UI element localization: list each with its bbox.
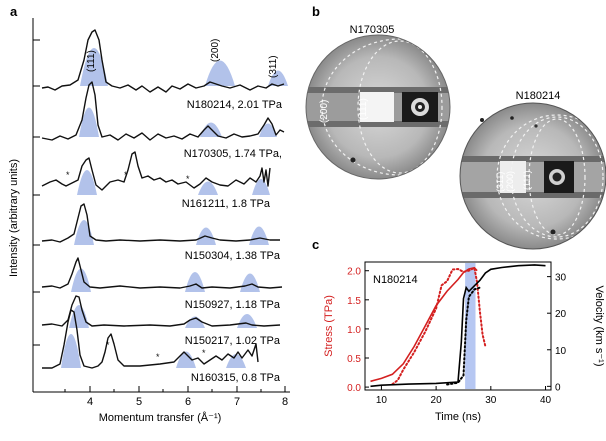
peak-asterisk-group: * * * * * * (66, 170, 206, 362)
panel-b-letter: b (312, 4, 320, 19)
panel-c-shot-label: N180214 (373, 274, 418, 286)
stress-tick-label: 1.0 (347, 325, 361, 336)
image1-title: N170305 (350, 24, 395, 36)
stress-tick-label: 2.0 (347, 267, 361, 278)
peak-shade (185, 272, 205, 292)
diffraction-image-n180214 (459, 102, 606, 250)
time-tick-label: 40 (540, 395, 552, 406)
velocity-tick-label: 30 (555, 273, 567, 284)
peak-shade (252, 179, 270, 195)
peak-shade (77, 170, 97, 195)
trace-label: N150217, 1.02 TPa (185, 335, 281, 347)
stress-tick-label: 0.0 (347, 383, 361, 394)
trace-N160315 (42, 309, 259, 369)
shock-time-band (465, 263, 476, 389)
panel-a-letter: a (10, 4, 18, 19)
asterisk-marker: * (202, 348, 206, 358)
trace-label: N150927, 1.18 TPa (185, 299, 281, 311)
time-tick-label: 10 (376, 395, 388, 406)
trace-label: N180214, 2.01 TPa (187, 99, 283, 111)
time-tick-label: 20 (431, 395, 443, 406)
peak-shade (69, 305, 89, 328)
x-tick-label: 4 (87, 396, 93, 408)
peak-311-shade (268, 70, 288, 86)
velocity-series-line-dotted (446, 286, 481, 386)
ring-label: (200) (505, 171, 515, 192)
panel-c-letter: c (312, 237, 319, 252)
trace-N170305 (41, 81, 285, 141)
velocity-series-line (370, 264, 546, 388)
ring-label: (311) (495, 172, 505, 192)
trace-N180214 (41, 29, 285, 93)
diffraction-image-n170305 (305, 34, 451, 180)
asterisk-marker: * (186, 174, 190, 184)
trace-label: N160315, 0.8 TPa (191, 372, 281, 384)
peak-shade (240, 273, 260, 292)
peak-shade (61, 334, 81, 368)
asterisk-marker: * (124, 170, 128, 180)
trace-N150217 (41, 295, 281, 327)
peak-shade (237, 314, 257, 328)
velocity-axis-label: Velocity (km s⁻¹) (593, 286, 605, 367)
velocity-tick-label: 10 (555, 346, 567, 357)
panel-a-ylabel: Intensity (arbitrary units) (8, 159, 20, 277)
x-tick-label: 7 (234, 396, 240, 408)
peak-shade (71, 268, 91, 292)
peak-shade (79, 107, 99, 137)
trace-N150304 (41, 203, 280, 243)
hkl-label-200: (200) (210, 39, 221, 62)
trace-N161211 (41, 151, 271, 191)
panel-a-xlabel: Momentum transfer (Å⁻¹) (99, 411, 222, 424)
stress-axis-label: Stress (TPa) (323, 295, 335, 357)
asterisk-marker: * (106, 340, 110, 350)
ring-label: (200) (319, 100, 330, 123)
asterisk-marker: * (156, 352, 160, 362)
stress-tick-label: 0.5 (347, 354, 361, 365)
velocity-tick-label: 20 (555, 309, 567, 320)
ring-label: (111) (522, 170, 532, 190)
x-tick-label: 5 (136, 396, 142, 408)
trace-label: N150304, 1.38 TPa (185, 250, 281, 262)
panel-c-plot-frame (364, 261, 552, 391)
peak-shading-group (61, 48, 288, 368)
stress-series-line (370, 266, 478, 383)
x-tick-label: 8 (282, 396, 288, 408)
stress-tick-label: 1.5 (347, 296, 361, 307)
x-tick-label: 6 (185, 396, 191, 408)
peak-200-shade (205, 60, 235, 86)
trace-label: N170305, 1.74 TPa, (184, 148, 282, 160)
time-tick-label: 30 (485, 395, 497, 406)
image2-title: N180214 (516, 90, 561, 102)
asterisk-marker: * (66, 170, 70, 180)
trace-N150927 (41, 257, 283, 289)
peak-shade (198, 181, 218, 195)
ring-label: (111) (358, 98, 369, 120)
peak-shade (249, 226, 269, 245)
trace-label: N161211, 1.8 TPa (182, 198, 271, 210)
velocity-tick-label: 0 (555, 382, 561, 393)
hkl-label-111: (111) (86, 50, 97, 72)
time-axis-label: Time (ns) (435, 411, 481, 423)
panel-a-axes (32, 18, 290, 393)
hkl-label-311: (311) (268, 55, 279, 78)
panel-c-chart: 0.0 0.5 1.0 1.5 2.0 0 10 20 30 10 20 30 40 (347, 263, 567, 406)
stress-series-line-dotted (391, 266, 487, 386)
